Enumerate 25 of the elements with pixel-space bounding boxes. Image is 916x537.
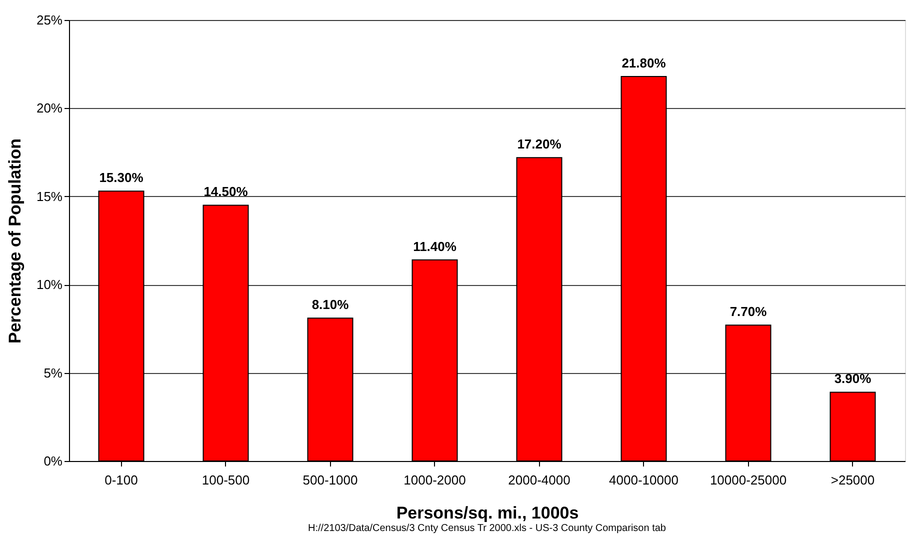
x-tick-label: 500-1000 [302, 472, 358, 488]
x-tick-label: 1000-2000 [404, 472, 466, 488]
data-label: 3.90% [834, 371, 872, 386]
x-tick-label: 10000-25000 [710, 472, 787, 488]
data-label: 21.80% [622, 55, 666, 70]
y-tick-label: 5% [44, 365, 63, 380]
y-tick-label: 25% [36, 12, 63, 28]
text: H://2103/Data/Census/3 Cnty Census Tr 2000.xls - US-3 County Comparison tab [308, 523, 666, 534]
x-tick-label: >25000 [830, 472, 875, 488]
y-tick-label: 10% [36, 277, 63, 292]
x-tick-label: 0-100 [104, 472, 138, 488]
data-label: 7.70% [730, 304, 768, 320]
data-label: 11.40% [413, 238, 457, 254]
y-tick-label: 0% [44, 454, 63, 468]
y-tick-label: 20% [36, 100, 63, 116]
y-axis-title: Percentage of Population [5, 138, 24, 344]
data-label: 15.30% [99, 170, 144, 186]
x-tick-label: 100-500 [202, 472, 250, 488]
y-tick-label: 15% [36, 188, 63, 204]
data-label: 17.20% [517, 136, 562, 152]
data-label: 8.10% [312, 297, 350, 312]
x-axis-title: Persons/sq. mi., 1000s [396, 504, 579, 522]
x-tick-label: 2000-4000 [508, 472, 570, 488]
x-tick-label: 4000-10000 [609, 472, 678, 488]
data-label: 14.50% [204, 184, 248, 200]
